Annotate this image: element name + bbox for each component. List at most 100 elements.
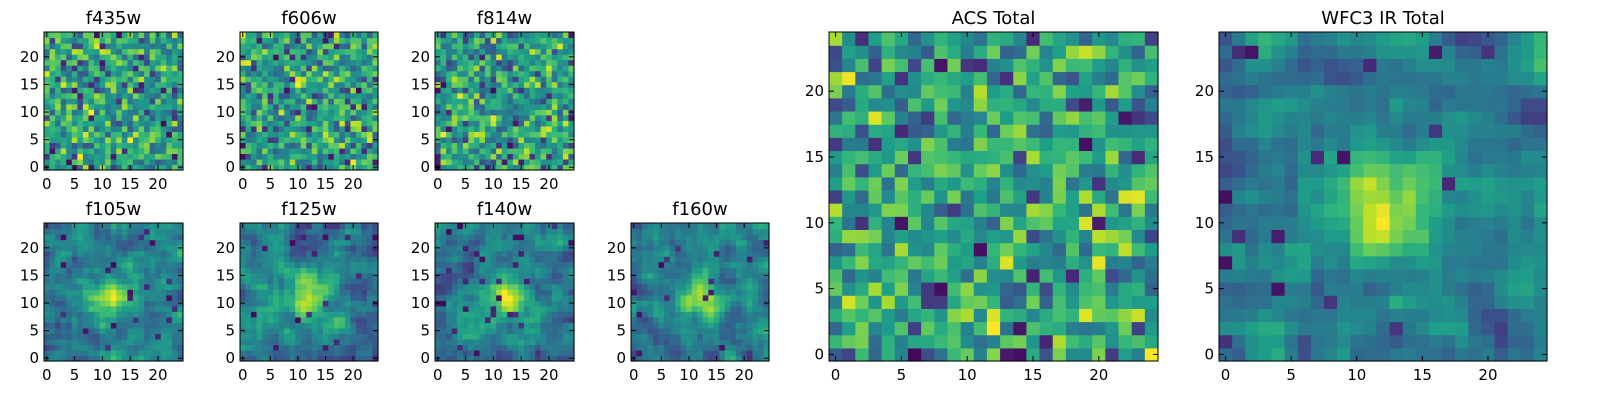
heatmap-cell	[94, 327, 101, 334]
heatmap-cell	[132, 338, 140, 346]
heatmap-cell	[523, 147, 531, 155]
heatmap-cell	[339, 322, 346, 329]
heatmap-cell	[451, 153, 458, 160]
heatmap-cell	[562, 109, 570, 116]
heatmap-cell	[333, 311, 340, 318]
heatmap-cell	[496, 48, 503, 55]
heatmap-cell	[757, 305, 765, 312]
heatmap-cell	[149, 283, 156, 290]
heatmap-cell	[44, 153, 51, 160]
heatmap-cell	[446, 81, 453, 88]
heatmap-cell	[757, 234, 765, 241]
heatmap-cell	[273, 333, 280, 340]
heatmap-cell	[462, 349, 469, 357]
heatmap-cell	[116, 355, 123, 362]
heatmap-cell	[730, 278, 737, 285]
heatmap-cell	[557, 54, 564, 61]
heatmap-cell	[317, 76, 324, 83]
heatmap-cell	[451, 48, 458, 55]
heatmap-cell	[160, 333, 167, 340]
heatmap-cell	[451, 109, 458, 116]
heatmap-cell	[546, 245, 553, 252]
heatmap-cell	[540, 131, 547, 138]
heatmap-cell	[708, 261, 715, 268]
heatmap-cell	[166, 261, 173, 268]
heatmap-cell	[529, 43, 536, 50]
heatmap-cell	[881, 308, 896, 323]
heatmap-cell	[306, 153, 313, 160]
heatmap-cell	[664, 250, 671, 257]
heatmap-cell	[317, 114, 324, 121]
heatmap-cell	[88, 109, 95, 116]
heatmap-cell	[746, 250, 754, 257]
heatmap-cell	[960, 203, 975, 217]
heatmap-cell	[562, 43, 570, 50]
heatmap-cell	[132, 283, 140, 290]
heatmap-cell	[529, 92, 536, 99]
heatmap-cell	[473, 267, 481, 274]
heatmap-cell	[829, 347, 843, 362]
heatmap-cell	[55, 245, 62, 252]
heatmap-cell	[507, 103, 514, 110]
heatmap-cell	[121, 48, 128, 55]
heatmap-cell	[300, 349, 307, 357]
heatmap-cell	[149, 327, 156, 334]
heatmap-cell	[245, 43, 252, 50]
heatmap-cell	[501, 70, 508, 77]
heatmap-cell	[317, 98, 324, 105]
heatmap-cell	[512, 54, 519, 61]
heatmap-cell	[636, 283, 643, 290]
heatmap-cell	[49, 316, 56, 323]
heatmap-cell	[361, 81, 368, 88]
heatmap-cell	[372, 338, 379, 346]
heatmap-cell	[60, 228, 67, 235]
heatmap-cell	[451, 239, 458, 246]
heatmap-cell	[110, 223, 117, 230]
heatmap-cell	[512, 43, 519, 50]
heatmap-cell	[251, 272, 258, 279]
x-tick-label: 10	[679, 366, 698, 384]
heatmap-cell	[1039, 229, 1054, 244]
heatmap-cell	[273, 234, 280, 241]
heatmap-cell	[642, 245, 649, 252]
heatmap-cell	[490, 109, 497, 116]
heatmap-cell	[664, 344, 671, 351]
heatmap-cell	[529, 142, 536, 149]
heatmap-cell	[94, 355, 101, 362]
heatmap-cell	[289, 349, 296, 357]
heatmap-cell	[473, 158, 481, 166]
heatmap-cell	[350, 81, 357, 88]
heatmap-cell	[907, 150, 922, 165]
heatmap-cell	[121, 109, 128, 116]
heatmap-cell	[757, 355, 765, 362]
heatmap-cell	[512, 283, 519, 290]
heatmap-cell	[121, 142, 128, 149]
heatmap-cell	[947, 216, 962, 230]
heatmap-cell	[138, 316, 145, 323]
heatmap-cell	[267, 158, 274, 166]
heatmap-cell	[155, 338, 162, 346]
heatmap-cell	[306, 223, 313, 230]
heatmap-cell	[278, 136, 285, 143]
heatmap-cell	[262, 164, 269, 171]
heatmap-cell	[171, 245, 179, 252]
heatmap-cell	[262, 223, 269, 230]
heatmap-cell	[366, 294, 374, 301]
heatmap-cell	[675, 289, 682, 296]
heatmap-cell	[702, 267, 709, 274]
heatmap-cell	[653, 294, 660, 301]
heatmap-cell	[479, 164, 486, 171]
heatmap-cell	[105, 136, 112, 143]
heatmap-cell	[1092, 229, 1106, 244]
heatmap-cell	[485, 120, 492, 127]
heatmap-cell	[306, 48, 313, 55]
heatmap-cell	[66, 48, 73, 55]
heatmap-cell	[1105, 163, 1120, 178]
heatmap-cell	[355, 125, 363, 132]
heatmap-cell	[512, 109, 519, 116]
heatmap-cell	[752, 305, 759, 312]
heatmap-cell	[986, 163, 1001, 178]
heatmap-cell	[49, 81, 56, 88]
heatmap-cell	[713, 322, 720, 329]
